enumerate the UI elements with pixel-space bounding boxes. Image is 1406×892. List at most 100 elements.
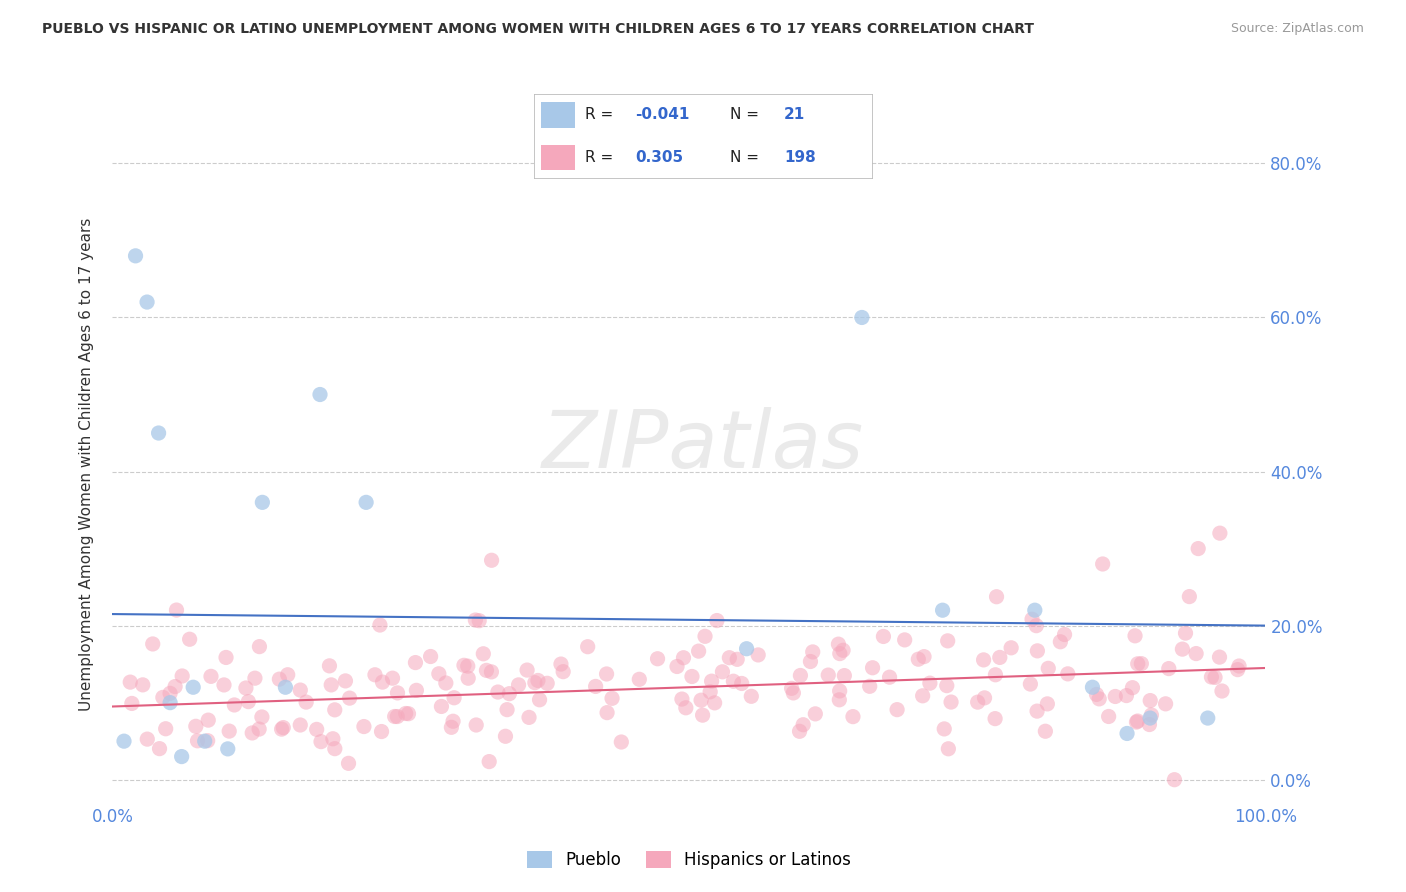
Point — [692, 708, 714, 723]
Point — [1209, 526, 1232, 541]
Point — [1026, 644, 1049, 658]
Point — [828, 693, 851, 707]
Point — [675, 700, 697, 714]
Text: N =: N = — [730, 107, 763, 122]
Point — [252, 495, 274, 509]
Point — [789, 724, 811, 739]
Point — [1088, 691, 1111, 706]
Point — [576, 640, 599, 654]
Point — [309, 387, 332, 401]
Point — [527, 673, 550, 688]
Point — [700, 674, 723, 689]
Point — [271, 721, 294, 735]
Point — [1121, 681, 1143, 695]
Point — [711, 665, 734, 679]
Point — [699, 685, 721, 699]
Text: N =: N = — [730, 150, 763, 165]
Point — [468, 614, 491, 628]
Point — [553, 665, 575, 679]
Point — [688, 644, 710, 658]
Point — [801, 645, 824, 659]
Point — [723, 674, 745, 689]
Point — [1025, 618, 1047, 632]
Point — [240, 726, 263, 740]
Point — [159, 686, 181, 700]
Point — [647, 652, 669, 666]
Point — [159, 696, 181, 710]
Point — [912, 649, 935, 664]
Point — [353, 720, 375, 734]
Point — [1126, 657, 1149, 671]
Text: R =: R = — [585, 150, 619, 165]
Point — [596, 706, 619, 720]
Point — [496, 703, 519, 717]
Point — [290, 683, 312, 698]
Y-axis label: Unemployment Among Women with Children Ages 6 to 17 years: Unemployment Among Women with Children A… — [79, 217, 94, 711]
Point — [681, 669, 703, 683]
Point — [703, 696, 725, 710]
Point — [217, 742, 239, 756]
Point — [443, 690, 465, 705]
Point — [792, 717, 814, 731]
Point — [218, 724, 240, 739]
Point — [935, 679, 957, 693]
Point — [136, 295, 159, 310]
Bar — [541, 145, 575, 169]
Point — [517, 710, 540, 724]
Point — [1085, 688, 1108, 702]
Point — [155, 722, 177, 736]
Point — [693, 629, 716, 643]
Point — [731, 676, 754, 690]
Point — [339, 691, 361, 706]
Point — [523, 675, 546, 690]
Point — [295, 695, 318, 709]
Point — [371, 675, 394, 690]
Point — [1163, 772, 1185, 787]
Point — [1021, 612, 1043, 626]
Point — [165, 680, 187, 694]
Point — [170, 749, 193, 764]
Point — [550, 657, 572, 671]
Point — [1178, 590, 1201, 604]
Point — [1035, 724, 1057, 739]
Point — [1185, 647, 1208, 661]
Point — [305, 723, 328, 737]
Point — [464, 613, 486, 627]
Point — [966, 695, 988, 709]
Point — [1056, 666, 1078, 681]
Point — [973, 690, 995, 705]
Point — [817, 668, 839, 682]
Text: PUEBLO VS HISPANIC OR LATINO UNEMPLOYMENT AMONG WOMEN WITH CHILDREN AGES 6 TO 17: PUEBLO VS HISPANIC OR LATINO UNEMPLOYMEN… — [42, 22, 1035, 37]
Point — [475, 664, 498, 678]
Point — [827, 637, 849, 651]
Point — [934, 722, 956, 736]
Point — [136, 732, 159, 747]
Point — [782, 686, 804, 700]
Point — [465, 718, 488, 732]
Point — [804, 706, 827, 721]
Point — [197, 733, 219, 747]
Point — [457, 671, 479, 685]
Text: Source: ZipAtlas.com: Source: ZipAtlas.com — [1230, 22, 1364, 36]
Point — [931, 603, 953, 617]
Point — [179, 632, 201, 647]
Point — [735, 641, 758, 656]
Point — [440, 720, 463, 734]
Point — [269, 672, 291, 686]
Point — [419, 649, 441, 664]
Point — [893, 632, 915, 647]
Point — [1115, 689, 1137, 703]
Point — [516, 663, 538, 677]
Point — [1091, 557, 1114, 571]
Point — [666, 659, 689, 673]
Point — [321, 678, 343, 692]
Point — [706, 614, 728, 628]
Text: 21: 21 — [785, 107, 806, 122]
Point — [395, 706, 418, 721]
Point — [585, 680, 607, 694]
Point — [1227, 659, 1250, 673]
Point — [536, 676, 558, 690]
Point — [181, 680, 204, 694]
Point — [148, 741, 170, 756]
Point — [472, 647, 495, 661]
